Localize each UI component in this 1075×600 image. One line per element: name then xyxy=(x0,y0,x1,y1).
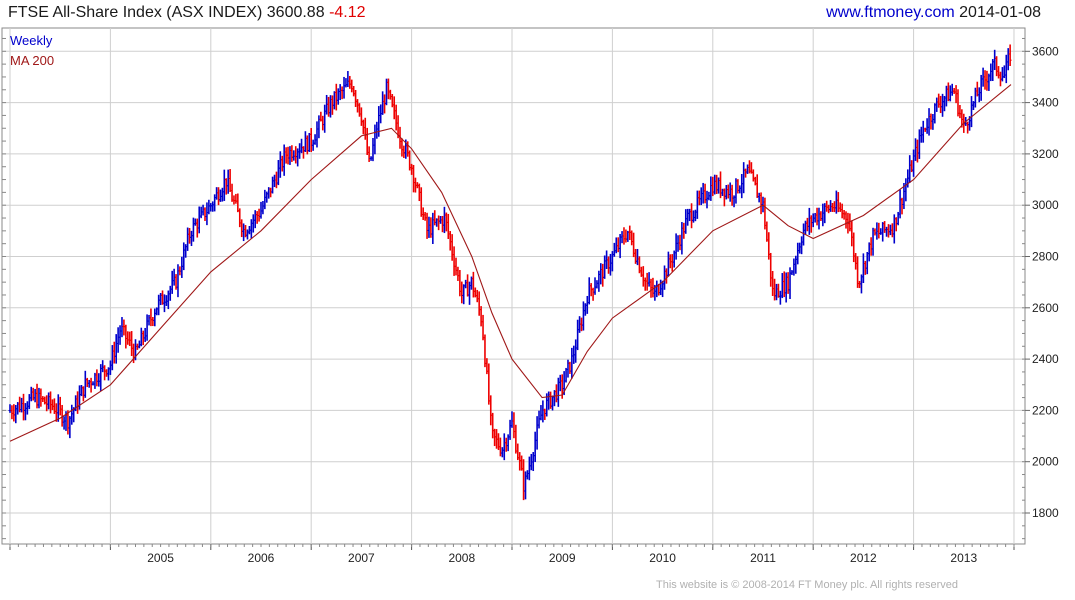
y-tick-label: 2800 xyxy=(1032,250,1059,264)
y-tick-label: 3600 xyxy=(1032,44,1059,58)
y-tick-label: 2400 xyxy=(1032,352,1059,366)
legend-ma-200: MA 200 xyxy=(10,53,54,68)
copyright-notice: This website is © 2008-2014 FT Money plc… xyxy=(656,579,958,591)
weekly-price-bars xyxy=(8,44,1012,501)
legend: Weekly MA 200 xyxy=(10,33,54,68)
y-tick-label: 2200 xyxy=(1032,403,1059,417)
x-tick-label: 2005 xyxy=(147,551,174,565)
series-lines xyxy=(9,84,1012,442)
x-tick-label: 2013 xyxy=(950,551,977,565)
site-link[interactable]: www.ftmoney.com xyxy=(826,4,955,21)
ma-200-line xyxy=(9,84,1012,442)
legend-weekly: Weekly xyxy=(10,33,53,48)
y-tick-label: 3400 xyxy=(1032,96,1059,110)
y-tick-label: 3000 xyxy=(1032,198,1059,212)
index-name: FTSE All-Share Index (ASX INDEX) xyxy=(8,4,263,21)
chart-title: FTSE All-Share Index (ASX INDEX) 3600.88… xyxy=(8,4,366,22)
grid-lines xyxy=(2,28,1025,544)
x-tick-label: 2008 xyxy=(448,551,475,565)
x-tick-label: 2010 xyxy=(649,551,676,565)
price-change: -4.12 xyxy=(329,4,366,21)
plot-area xyxy=(1,27,1026,545)
x-axis: 2005 2006 2007 2008 2009 2010 2011 2012 2013 xyxy=(9,544,1015,565)
chart-date: 2014-01-08 xyxy=(959,4,1041,21)
x-tick-label: 2012 xyxy=(850,551,877,565)
y-tick-label: 2000 xyxy=(1032,455,1059,469)
x-tick-label: 2006 xyxy=(248,551,275,565)
x-tick-label: 2007 xyxy=(348,551,375,565)
y-tick-label: 1800 xyxy=(1032,506,1059,520)
x-tick-label: 2009 xyxy=(549,551,576,565)
y-axis: 1800 2000 2200 2400 2600 2800 3000 3200 3400 3600 xyxy=(2,37,1059,540)
y-tick-label: 2600 xyxy=(1032,301,1059,315)
site-and-date: www.ftmoney.com 2014-01-08 xyxy=(826,4,1041,22)
y-tick-label: 3200 xyxy=(1032,147,1059,161)
x-tick-label: 2011 xyxy=(750,551,776,565)
last-price: 3600.88 xyxy=(266,4,325,21)
